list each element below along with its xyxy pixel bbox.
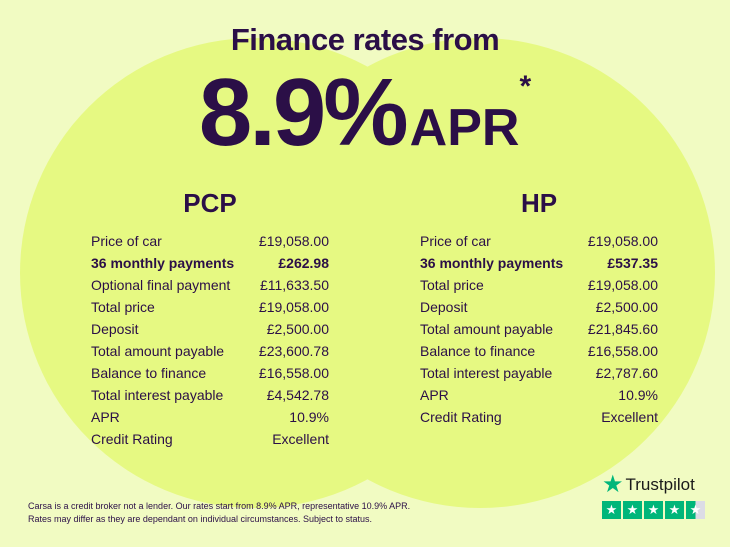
table-row: 36 monthly payments £537.35	[420, 252, 658, 274]
row-label: Deposit	[420, 299, 468, 315]
row-label: Price of car	[91, 233, 162, 249]
row-label: Total price	[91, 299, 155, 315]
pcp-heading: PCP	[183, 188, 237, 218]
rating-star-icon: ★	[623, 501, 642, 519]
row-label: APR	[91, 409, 120, 425]
table-row: Balance to finance £16,558.00	[420, 340, 658, 362]
rate-value: 8.9%	[198, 59, 409, 166]
background-circle-right	[245, 38, 715, 508]
table-row: Total price £19,058.00	[420, 274, 658, 296]
row-value: £4,542.78	[266, 387, 329, 403]
disclaimer-line-2: Rates may differ as they are dependant o…	[28, 513, 373, 524]
table-row: Total amount payable £21,845.60	[420, 318, 658, 340]
trustpilot-label: Trustpilot	[625, 475, 695, 494]
row-value: £537.35	[607, 255, 658, 271]
row-label: Deposit	[91, 321, 139, 337]
row-label: APR	[420, 387, 449, 403]
row-value: 10.9%	[618, 387, 658, 403]
table-row: Price of car £19,058.00	[91, 230, 329, 252]
pcp-table: PCP Price of car £19,058.00 36 monthly pay…	[91, 188, 329, 450]
row-value: Excellent	[601, 409, 658, 425]
table-row: Balance to finance £16,558.00	[91, 362, 329, 384]
row-value: £2,787.60	[595, 365, 658, 381]
disclaimer: Carsa is a credit broker not a lender. O…	[28, 500, 410, 525]
row-label: Balance to finance	[420, 343, 536, 359]
row-value: £19,058.00	[258, 299, 329, 315]
table-row: APR 10.9%	[91, 406, 329, 428]
row-label: Optional final payment	[91, 277, 231, 293]
table-row: Total interest payable £2,787.60	[420, 362, 658, 384]
row-value: £19,058.00	[587, 277, 658, 293]
table-row: Deposit £2,500.00	[420, 296, 658, 318]
row-label: 36 monthly payments	[420, 255, 564, 271]
table-row: Deposit £2,500.00	[91, 318, 329, 340]
headline: Finance rates from	[230, 22, 500, 57]
table-row: Credit Rating Excellent	[420, 406, 658, 428]
row-value: £21,845.60	[587, 321, 658, 337]
row-value: 10.9%	[289, 409, 329, 425]
table-row: Price of car £19,058.00	[420, 230, 658, 252]
row-label: Price of car	[420, 233, 491, 249]
trustpilot-badge[interactable]: ★ Trustpilot ★ ★ ★ ★ ★	[602, 471, 705, 519]
row-value: £2,500.00	[266, 321, 329, 337]
row-value: £2,500.00	[595, 299, 658, 315]
table-row: Total price £19,058.00	[91, 296, 329, 318]
trustpilot-rating: ★ ★ ★ ★ ★	[602, 501, 705, 519]
row-value: £11,633.50	[259, 277, 329, 293]
table-row: Total amount payable £23,600.78	[91, 340, 329, 362]
hp-table: HP Price of car £19,058.00 36 monthly paym…	[420, 188, 658, 428]
row-label: Total amount payable	[420, 321, 554, 337]
hp-heading: HP	[520, 188, 558, 218]
rating-star-icon: ★	[602, 501, 621, 519]
trustpilot-star-icon: ★	[602, 471, 624, 498]
row-value: £19,058.00	[258, 233, 329, 249]
row-label: Credit Rating	[420, 409, 502, 425]
row-label: Total interest payable	[420, 365, 553, 381]
row-label: Balance to finance	[91, 365, 207, 381]
row-value: £16,558.00	[587, 343, 658, 359]
table-row: APR 10.9%	[420, 384, 658, 406]
table-row: Optional final payment £11,633.50	[91, 274, 329, 296]
table-row: Credit Rating Excellent	[91, 428, 329, 450]
row-label: 36 monthly payments	[91, 255, 235, 271]
row-label: Total price	[420, 277, 484, 293]
rating-star-icon: ★	[644, 501, 663, 519]
rating-star-icon: ★	[665, 501, 684, 519]
row-label: Total interest payable	[91, 387, 224, 403]
row-value: £23,600.78	[258, 343, 329, 359]
table-row: Total interest payable £4,542.78	[91, 384, 329, 406]
disclaimer-line-1: Carsa is a credit broker not a lender. O…	[28, 501, 411, 511]
row-label: Credit Rating	[91, 431, 173, 447]
table-row: 36 monthly payments £262.98	[91, 252, 329, 274]
row-value: Excellent	[272, 431, 329, 447]
rate-apr-label: APR	[409, 99, 520, 157]
row-value: £16,558.00	[258, 365, 329, 381]
rate-display: 8.9%APR*	[0, 58, 730, 168]
row-label: Total amount payable	[91, 343, 225, 359]
row-value: £19,058.00	[587, 233, 658, 249]
row-value: £262.98	[278, 255, 329, 271]
rating-star-icon: ★	[686, 501, 705, 519]
rate-asterisk: *	[519, 70, 532, 103]
